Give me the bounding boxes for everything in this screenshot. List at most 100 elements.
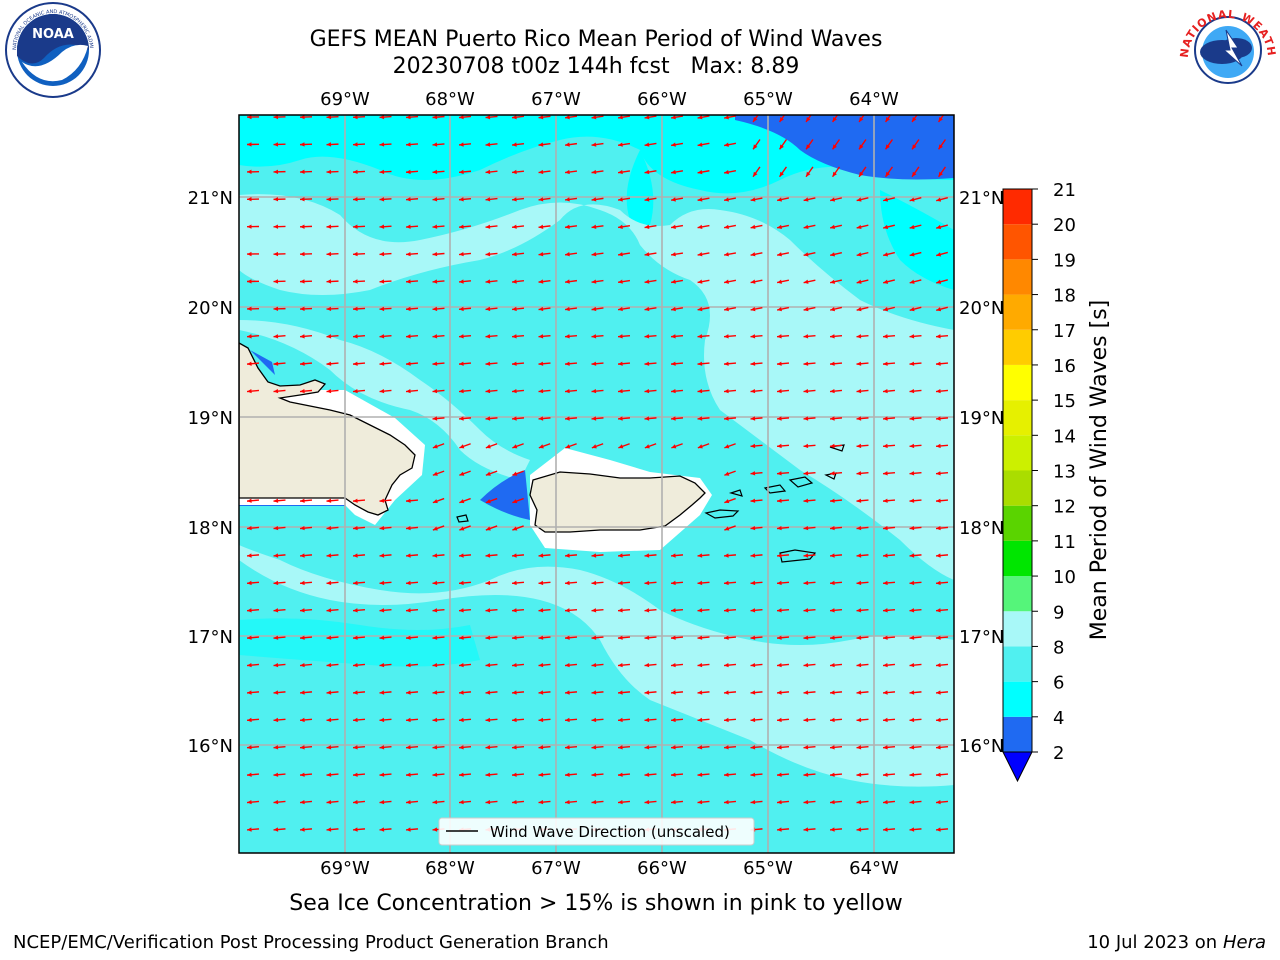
wind-wave-arrow (750, 799, 763, 805)
wind-wave-arrow (299, 690, 313, 695)
wind-wave-arrow (511, 416, 525, 421)
wind-wave-arrow (432, 169, 445, 175)
wind-wave-arrow (405, 197, 419, 202)
wind-wave-arrow (856, 197, 869, 202)
colorbar: 2 4 6 8 9 10 11 12 13 14 15 16 17 18 19 20 21 Mean Perio… (1002, 180, 1112, 783)
wind-wave-arrow (670, 799, 684, 805)
colorbar-cell-13 (1003, 259, 1032, 295)
wind-wave-arrow (246, 690, 260, 695)
wind-wave-arrow (803, 827, 816, 832)
wind-wave-arrow (935, 799, 949, 805)
wind-wave-arrow (829, 224, 843, 230)
wind-wave-arrow (776, 252, 790, 257)
wind-wave-arrow (458, 416, 472, 421)
wind-wave-arrow (246, 608, 260, 613)
wind-wave-arrow (405, 279, 419, 284)
wind-wave-arrow (379, 827, 392, 832)
colorbar-ticks: 2 4 6 8 9 10 11 12 13 14 15 16 17 18 19 20 21 (1032, 180, 1076, 764)
wind-wave-arrow (644, 279, 657, 284)
field-6-8-southwest (283, 795, 424, 853)
wind-wave-arrow (831, 139, 841, 150)
wind-wave-arrow (432, 772, 445, 777)
wind-wave-arrow (856, 580, 869, 586)
wind-wave-arrow (326, 553, 339, 558)
wind-wave-arrow (485, 443, 498, 449)
wind-wave-arrow (511, 799, 525, 805)
wind-wave-arrow (246, 498, 260, 503)
wind-wave-arrow (644, 772, 657, 777)
wind-wave-arrow (299, 717, 313, 723)
wind-wave-arrow (511, 580, 525, 586)
wind-wave-arrow (803, 553, 816, 558)
mona-island (456, 514, 469, 523)
field-8-9-south (239, 545, 954, 787)
wind-wave-arrow (379, 169, 392, 175)
wind-wave-arrow (379, 525, 392, 531)
wind-wave-arrow (723, 306, 737, 312)
wind-wave-arrow (512, 525, 524, 531)
wind-wave-arrow (591, 799, 604, 805)
wind-wave-arrow (909, 717, 922, 723)
wind-wave-arrow (935, 388, 949, 394)
wind-wave-arrow (723, 115, 737, 120)
wind-wave-arrow (458, 361, 472, 366)
wind-wave-arrow (273, 142, 286, 147)
wind-wave-arrow (432, 690, 445, 695)
wind-wave-arrow (299, 388, 313, 394)
wind-wave-arrow (564, 306, 578, 312)
wind-wave-arrow (512, 497, 524, 504)
wind-wave-arrow (776, 334, 790, 339)
field-6-8-south-lobe (475, 682, 600, 853)
wind-wave-arrow (670, 224, 684, 229)
wind-wave-arrow (246, 142, 260, 147)
lat-label-right-21n: 21°N (959, 188, 1004, 209)
wind-wave-arrow (352, 580, 366, 586)
wind-wave-arrow (776, 745, 790, 750)
colorbar-tick-label-0: 2 (1053, 743, 1064, 764)
wind-wave-arrow (776, 717, 790, 723)
wind-wave-arrow (459, 525, 471, 531)
wind-wave-arrow (352, 525, 366, 531)
colorbar-cell-1 (1003, 681, 1032, 717)
wind-wave-arrow (591, 115, 604, 120)
wind-wave-arrow (935, 334, 949, 339)
wind-wave-arrow (405, 115, 419, 120)
wind-wave-arrow (379, 553, 392, 558)
wind-wave-arrow (246, 580, 260, 586)
wind-wave-arrow (591, 662, 604, 668)
wind-wave-arrow (697, 635, 710, 640)
wind-wave-arrow (882, 717, 896, 723)
wind-wave-arrow (326, 306, 339, 312)
wind-wave-arrow (485, 361, 498, 366)
field-2-4-northeast (735, 115, 954, 180)
wind-wave-arrow (511, 662, 525, 668)
wind-wave-arrow (909, 361, 922, 366)
wind-wave-arrow (485, 251, 498, 257)
wind-wave-arrow (352, 224, 366, 229)
wind-wave-arrow (246, 224, 260, 229)
wind-wave-arrow (829, 334, 843, 339)
wind-wave-arrow (750, 279, 763, 284)
wind-wave-arrow (379, 745, 392, 750)
wind-wave-arrow (644, 608, 657, 613)
wind-wave-arrow (326, 251, 339, 257)
wind-wave-arrow (776, 662, 790, 668)
colorbar-tick-label-13: 18 (1053, 286, 1076, 307)
wind-wave-arrow (591, 745, 604, 750)
wind-wave-arrow (538, 690, 551, 695)
wind-wave-arrow (352, 608, 366, 613)
field-4-6-north (239, 115, 954, 194)
wind-wave-arrow (591, 252, 604, 257)
colorbar-tick-label-14: 19 (1053, 250, 1076, 271)
wind-wave-arrow (485, 608, 498, 613)
wind-wave-arrow (617, 252, 631, 257)
wind-wave-arrow (803, 525, 816, 531)
wind-wave-arrow (458, 608, 472, 613)
wind-wave-arrow (723, 334, 737, 339)
wind-wave-arrow (485, 553, 498, 558)
lat-label-right-19n: 19°N (959, 408, 1004, 429)
wind-wave-arrow (644, 115, 657, 120)
wind-wave-arrow (829, 717, 843, 723)
wind-wave-arrow (273, 498, 286, 503)
wind-wave-arrow (326, 745, 339, 750)
